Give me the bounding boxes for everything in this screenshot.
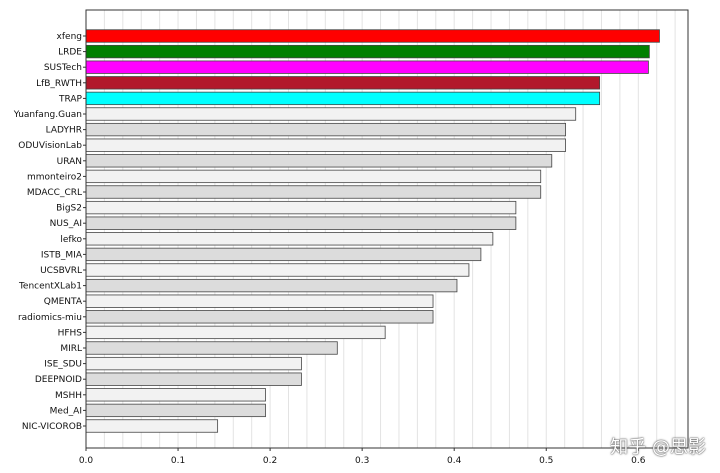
category-label: UCSBVRL — [40, 266, 82, 276]
category-label: Yuanfang.Guan — [13, 110, 82, 120]
category-label: TRAP — [58, 94, 83, 104]
category-label: LfB_RWTH — [36, 79, 82, 89]
category-labels: xfeng LRDE SUSTech LfB_RWTH TRAP Yuanfang.Gua… — [13, 32, 86, 432]
bar-deepnoid — [85, 372, 302, 386]
category-label: MIRL — [60, 344, 82, 354]
x-tick-label: 0.1 — [171, 456, 185, 466]
bar-trap — [85, 91, 601, 106]
bar-qmenta — [85, 294, 434, 308]
category-label: Med_AI — [50, 406, 82, 416]
bar-ise-sdu — [85, 356, 302, 371]
bars — [85, 29, 660, 433]
x-tick-label: 0.5 — [539, 456, 553, 466]
bar-ladyhr — [85, 122, 566, 137]
category-label: URAN — [57, 157, 82, 167]
plot-frame — [85, 9, 689, 449]
category-label: ISTB_MIA — [41, 250, 83, 260]
category-label: NIC-VICOROB — [22, 422, 82, 432]
x-tick-label: 0.4 — [447, 456, 462, 466]
bar-yuanfang-guan — [85, 107, 577, 121]
bar-radiomics-miu — [85, 310, 434, 324]
bar-lefko — [85, 232, 494, 246]
bar-oduvisionlab — [85, 138, 566, 152]
bar-mshh — [85, 388, 266, 402]
category-label: lefko — [60, 235, 82, 245]
category-label: HFHS — [58, 328, 83, 338]
category-label: mmonteiro2 — [27, 172, 82, 182]
category-label: TencentXLab1 — [18, 282, 82, 292]
bar-uran — [85, 154, 553, 168]
x-tick-label: 0.6 — [631, 456, 646, 466]
x-axis-ticks: 0.0 0.1 0.2 0.3 0.4 0.5 0.6 — [79, 448, 646, 466]
bar-sustech — [85, 60, 649, 74]
category-label: LADYHR — [46, 126, 82, 136]
bar-lfb-rwth — [85, 76, 601, 90]
category-label: radiomics-miu — [18, 313, 82, 323]
category-label: MDACC_CRL — [27, 188, 82, 198]
category-label: ODUVisionLab — [18, 141, 82, 151]
bar-lrde — [85, 44, 650, 59]
category-label: ISE_SDU — [44, 360, 82, 370]
category-label: NUS_AI — [50, 219, 82, 229]
bar-med-ai — [85, 403, 266, 418]
bar-ucsbvrl — [85, 263, 470, 277]
category-label: BigS2 — [56, 204, 82, 214]
bar-mdacc-crl — [85, 185, 542, 199]
category-label: MSHH — [55, 391, 82, 401]
bar-mmonteiro2 — [85, 169, 542, 184]
bar-bigs2 — [85, 200, 517, 215]
bar-xfeng — [85, 29, 660, 43]
bar-tencentxlab1 — [85, 278, 458, 293]
bar-nus-ai — [85, 216, 517, 230]
bar-hfhs — [85, 325, 386, 340]
category-label: QMENTA — [44, 297, 83, 307]
category-label: DEEPNOID — [35, 375, 82, 385]
watermark-text: 知乎 @思影 — [610, 437, 706, 458]
x-tick-label: 0.3 — [355, 456, 369, 466]
bar-nic-vicorob — [85, 419, 219, 433]
category-label: LRDE — [58, 48, 82, 58]
category-label: xfeng — [57, 32, 82, 42]
x-tick-label: 0.0 — [79, 456, 94, 466]
x-tick-label: 0.2 — [263, 456, 277, 466]
bar-mirl — [85, 341, 338, 355]
bar-istb-mia — [85, 247, 482, 262]
category-label: SUSTech — [44, 63, 82, 73]
